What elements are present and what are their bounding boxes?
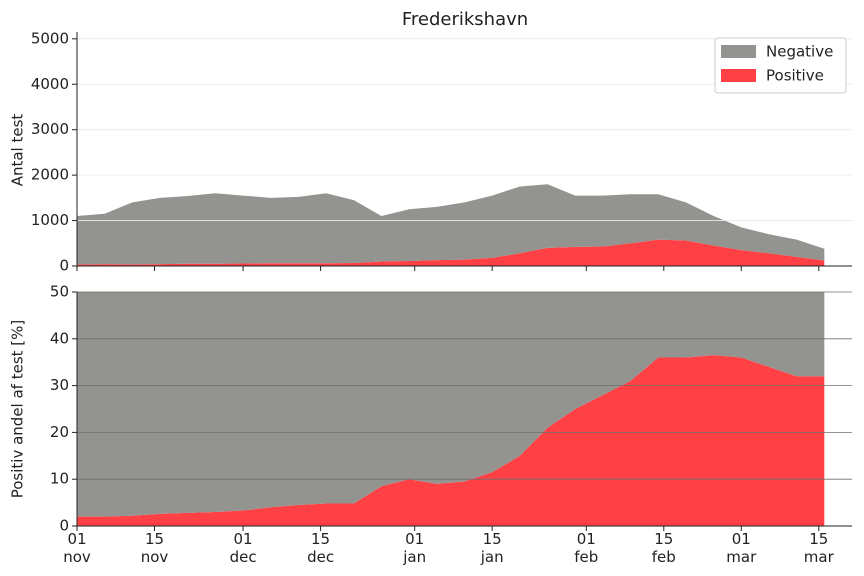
area: [77, 239, 825, 266]
x-tick-label: 15 mar: [803, 530, 834, 566]
x-tick-label: 01 nov: [63, 530, 91, 566]
y-tick-label: 30: [50, 376, 69, 394]
x-tick-label: 15 nov: [140, 530, 169, 566]
x-tick-label: 01 jan: [403, 530, 427, 566]
x-tick-label: 01 dec: [229, 530, 257, 566]
y-tick-label: 20: [50, 423, 69, 441]
y-axis-label: Positiv andel af test [%]: [9, 320, 27, 499]
y-tick-label: 2000: [31, 166, 69, 184]
legend: Negative Positive: [714, 37, 847, 94]
area: [77, 355, 825, 526]
legend-swatch: [721, 69, 756, 82]
legend-label: Positive: [766, 67, 824, 85]
y-axis-label: Antal test: [9, 114, 27, 187]
legend-swatch: [721, 45, 756, 58]
area: [77, 184, 825, 265]
y-tick-label: 40: [50, 329, 69, 347]
y-tick-label: 5000: [31, 29, 69, 47]
x-tick-label: 15 feb: [651, 530, 676, 566]
y-tick-label: 50: [50, 283, 69, 301]
y-tick-label: 0: [59, 517, 69, 535]
x-tick-label: 15 dec: [307, 530, 335, 566]
y-tick-label: 3000: [31, 120, 69, 138]
y-tick-label: 0: [59, 257, 69, 275]
x-tick-label: 01 feb: [574, 530, 599, 566]
x-tick-label: 15 jan: [480, 530, 504, 566]
legend-label: Negative: [766, 43, 833, 61]
x-tick-label: 01 mar: [726, 530, 757, 566]
area: [77, 292, 825, 517]
y-tick-label: 10: [50, 470, 69, 488]
y-tick-label: 4000: [31, 75, 69, 93]
y-tick-label: 1000: [31, 211, 69, 229]
chart-title: Frederikshavn: [402, 9, 528, 30]
